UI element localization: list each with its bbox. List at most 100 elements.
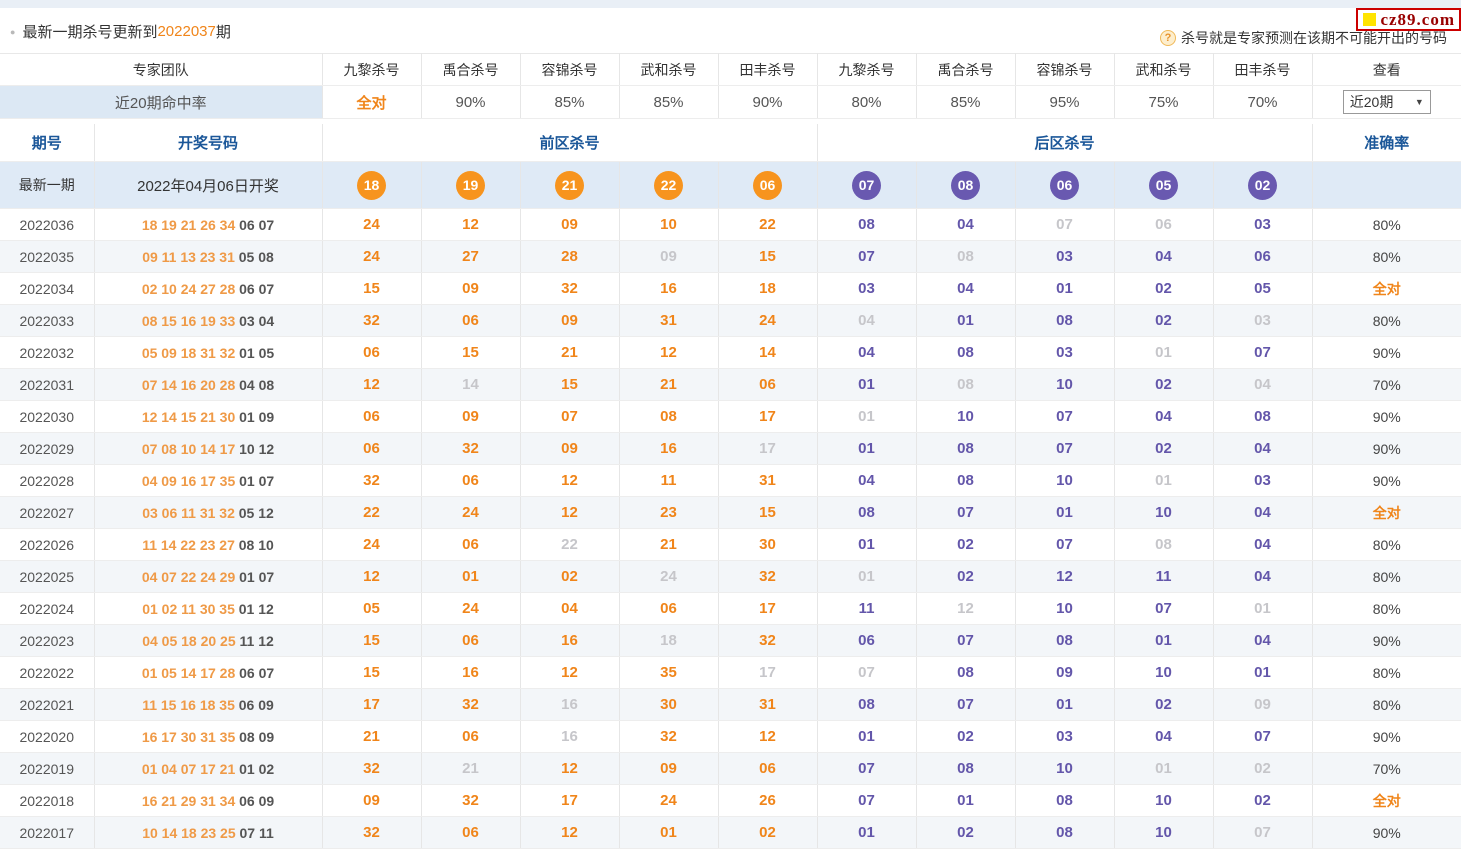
- latest-issue-label: 最新一期: [0, 161, 95, 209]
- kill-front-cell: 16: [619, 432, 719, 465]
- draw-front-numbers: 05 09 18 31 32: [141, 344, 236, 361]
- update-notice: ● 最新一期杀号更新到 2022037 期: [10, 21, 231, 42]
- period-range-select[interactable]: 近20期 ▼: [1342, 90, 1431, 114]
- draw-numbers-cell: 16 17 30 31 35 08 09: [94, 720, 323, 753]
- kill-front-cell: 16: [520, 720, 620, 753]
- bullet-icon: ●: [10, 26, 16, 37]
- front-ball: 18: [357, 170, 386, 200]
- table-row: 2022029 07 08 10 14 17 10 12 06 32 09 16…: [0, 432, 1461, 465]
- kill-front-cell: 08: [619, 400, 719, 433]
- draw-back-numbers: 01 05: [239, 344, 275, 361]
- kill-back-cell: 01: [1114, 752, 1214, 785]
- kill-front-cell: 06: [421, 528, 521, 561]
- kill-front-cell: 32: [322, 816, 422, 849]
- kill-back-cell: 01: [817, 368, 917, 401]
- draw-front-numbers: 04 05 18 20 25: [142, 632, 236, 649]
- kill-back-cell: 04: [1213, 496, 1313, 529]
- kill-back-cell: 04: [817, 336, 917, 369]
- site-logo[interactable]: cz89.com: [1356, 8, 1461, 31]
- draw-numbers-cell: 09 11 13 23 31 05 08: [94, 240, 323, 273]
- kill-front-cell: 21: [619, 368, 719, 401]
- draw-back-numbers: 01 12: [238, 600, 274, 617]
- draw-back-numbers: 04 08: [239, 376, 275, 393]
- accuracy-cell: 80%: [1312, 656, 1461, 689]
- expert-column-header: 田丰杀号: [718, 53, 818, 86]
- kill-front-cell: 05: [322, 592, 422, 625]
- issue-cell: 2022020: [0, 720, 95, 753]
- kill-front-cell: 15: [322, 656, 422, 689]
- accuracy-cell: 90%: [1312, 624, 1461, 657]
- kill-back-cell: 07: [1015, 432, 1115, 465]
- issue-cell: 2022022: [0, 656, 95, 689]
- kill-front-cell: 24: [322, 240, 422, 273]
- draw-back-numbers: 08 09: [239, 728, 275, 745]
- kill-back-cell: 02: [916, 528, 1016, 561]
- kill-back-cell: 03: [1213, 304, 1313, 337]
- kill-front-cell: 32: [718, 560, 818, 593]
- kill-back-cell: 07: [1213, 720, 1313, 753]
- expert-column-header: 武和杀号: [1114, 53, 1214, 86]
- accuracy-cell: 80%: [1312, 560, 1461, 593]
- kill-back-cell: 02: [1114, 432, 1214, 465]
- table-row: 2022025 04 07 22 24 29 01 07 12 01 02 24…: [0, 560, 1461, 593]
- draw-back-numbers: 06 07: [239, 280, 275, 297]
- kill-front-cell: 02: [520, 560, 620, 593]
- kill-front-cell: 09: [520, 432, 620, 465]
- kill-front-cell: 21: [322, 720, 422, 753]
- kill-front-cell: 06: [421, 720, 521, 753]
- kill-back-cell: 10: [1114, 816, 1214, 849]
- kill-back-cell: 02: [1213, 784, 1313, 817]
- kill-back-cell: 10: [1015, 464, 1115, 497]
- kill-front-cell: 12: [520, 816, 620, 849]
- kill-front-cell: 15: [421, 336, 521, 369]
- issue-cell: 2022034: [0, 272, 95, 305]
- kill-back-cell: 06: [1114, 208, 1214, 241]
- kill-front-cell: 04: [520, 592, 620, 625]
- kill-back-cell: 08: [1015, 624, 1115, 657]
- kill-front-cell: 32: [322, 752, 422, 785]
- kill-back-cell: 04: [1213, 624, 1313, 657]
- kill-back-cell: 08: [916, 432, 1016, 465]
- kill-front-cell: 12: [520, 752, 620, 785]
- kill-front-cell: 09: [421, 272, 521, 305]
- kill-front-cell: 06: [421, 624, 521, 657]
- kill-front-cell: 32: [421, 432, 521, 465]
- kill-back-cell: 02: [1114, 368, 1214, 401]
- kill-front-cell: 06: [718, 752, 818, 785]
- table-row: 2022031 07 14 16 20 28 04 08 12 14 15 21…: [0, 368, 1461, 401]
- kill-front-cell: 09: [520, 208, 620, 241]
- kill-front-cell: 01: [619, 816, 719, 849]
- kill-back-cell: 01: [817, 400, 917, 433]
- kill-front-cell: 28: [520, 240, 620, 273]
- logo-square-icon: [1363, 13, 1377, 26]
- kill-front-cell: 24: [322, 208, 422, 241]
- kill-front-cell: 15: [322, 624, 422, 657]
- accuracy-cell: 全对: [1312, 784, 1461, 817]
- draw-front-numbers: 07 14 16 20 28: [141, 376, 236, 393]
- front-ball: 21: [555, 170, 584, 200]
- kill-front-cell: 07: [520, 400, 620, 433]
- accuracy-cell: 80%: [1312, 304, 1461, 337]
- back-ball: 07: [852, 170, 881, 200]
- expert-column-header: 九黎杀号: [322, 53, 422, 86]
- kill-back-cell: 03: [1213, 464, 1313, 497]
- draw-numbers-cell: 02 10 24 27 28 06 07: [94, 272, 323, 305]
- accuracy-cell: 90%: [1312, 400, 1461, 433]
- kill-front-cell: 32: [322, 464, 422, 497]
- kill-front-cell: 26: [718, 784, 818, 817]
- kill-front-cell: 22: [322, 496, 422, 529]
- issue-cell: 2022027: [0, 496, 95, 529]
- kill-back-cell: 01: [817, 720, 917, 753]
- help-icon: ?: [1160, 30, 1176, 46]
- top-strip: [0, 0, 1461, 8]
- accuracy-cell: 90%: [1312, 432, 1461, 465]
- kill-number-tip: ? 杀号就是专家预测在该期不可能开出的号码: [1160, 28, 1447, 48]
- latest-kill-back: 06: [1015, 161, 1115, 209]
- draw-front-numbers: 01 02 11 30 35: [142, 600, 235, 617]
- table-row: 2022026 11 14 22 23 27 08 10 24 06 22 21…: [0, 528, 1461, 561]
- draw-front-numbers: 09 11 13 23 31: [142, 248, 235, 265]
- back-ball: 02: [1248, 170, 1277, 200]
- kill-back-cell: 08: [916, 752, 1016, 785]
- kill-front-cell: 23: [619, 496, 719, 529]
- kill-front-cell: 06: [421, 816, 521, 849]
